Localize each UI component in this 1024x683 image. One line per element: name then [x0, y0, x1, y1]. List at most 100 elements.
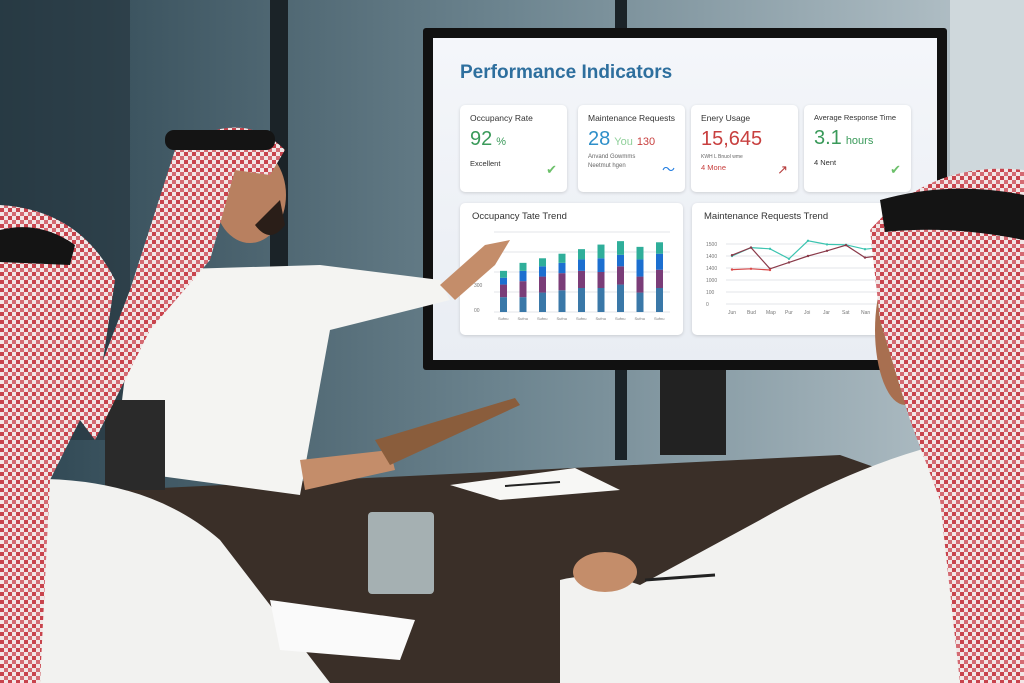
bar-chart-plot: 00300600SufnuSufnuSufnuSufnuSufnuSufnuSu… [474, 231, 670, 321]
data-point [844, 244, 848, 247]
x-tick-label: Sufnu [596, 316, 606, 321]
data-point [768, 247, 772, 250]
data-point [787, 261, 791, 264]
paperwork [368, 468, 620, 594]
bar-segment [539, 258, 546, 267]
kpi-card-response-time: Average Response Time 3.1 hours 4 Nent ✔ [804, 105, 911, 192]
check-icon: ✔ [890, 162, 901, 177]
kpi-label: Average Response Time [814, 113, 896, 122]
data-point [768, 268, 772, 272]
kpi-footer: Anvand Gowmms [588, 154, 636, 160]
bar-segment [539, 266, 546, 277]
data-point [825, 243, 829, 246]
tv-display: Performance Indicators Occupancy Rate 92… [423, 28, 947, 370]
bar-segment [617, 254, 624, 267]
y-tick-label: 100 [706, 290, 715, 296]
y-tick-label: 00 [474, 308, 480, 314]
attendee-left [0, 205, 415, 683]
kpi-value: 15,645 [701, 128, 763, 150]
x-tick-label: Jar [823, 310, 830, 316]
x-tick-label: Sufnu [557, 316, 567, 321]
data-point [749, 267, 753, 270]
bar-segment [578, 270, 585, 288]
data-point [749, 246, 753, 249]
x-tick-label: Sat [842, 310, 850, 316]
bar-segment [597, 258, 605, 272]
bar-segment [558, 290, 566, 312]
bar-segment [578, 288, 585, 312]
kpi-card-maintenance: Maintenance Requests 28 You 130 Anvand Gow… [578, 105, 685, 192]
bar-segment [558, 273, 566, 291]
y-tick-label: 1400 [706, 254, 717, 260]
data-point [806, 254, 810, 258]
occupancy-trend-chart: Occupancy Tate Trend 00300600SufnuSufnuS… [460, 203, 683, 335]
data-point [787, 257, 791, 260]
kpi-label: Occupancy Rate [470, 113, 533, 123]
kpi-value: 28 [588, 128, 611, 150]
bar-segment [617, 266, 624, 285]
bar-segment [636, 259, 644, 277]
pen [644, 573, 716, 582]
kpi-card-energy: Enery Usage 15,645 KWH L Bnuol wme 4 Mon… [691, 105, 798, 192]
kpi-footer: 4 Mone [701, 163, 727, 172]
kpi-unit: You [614, 136, 633, 148]
x-tick-label: Sufnu [518, 316, 528, 321]
bar-segment [636, 276, 644, 293]
dashboard-screen: Performance Indicators Occupancy Rate 92… [433, 38, 937, 360]
bar-segment [656, 242, 663, 254]
presenter [80, 127, 520, 495]
bar-segment [500, 270, 507, 278]
kpi-footer: 4 Nent [814, 158, 837, 167]
chart-title: Occupancy Tate Trend [472, 211, 567, 222]
clipboard [375, 398, 520, 465]
kpi-label: Enery Usage [701, 113, 751, 123]
x-tick-label: Sufnu [498, 316, 508, 321]
bar-segment [539, 276, 546, 293]
x-tick-label: Nan [861, 310, 870, 316]
bar-segment [597, 272, 605, 288]
bar-segment [519, 297, 527, 312]
check-icon: ✔ [546, 162, 557, 177]
bar-segment [578, 249, 585, 260]
x-tick-label: Map [766, 310, 776, 316]
bar-segment [656, 269, 663, 288]
chart-title: Maintenance Requests Trend [704, 211, 829, 222]
x-tick-label: Sufnu [654, 316, 664, 321]
data-point [863, 256, 867, 259]
kpi-unit: hours [845, 135, 874, 147]
bar-segment [519, 270, 527, 282]
y-tick-label: 1000 [706, 278, 717, 284]
bar-segment [578, 259, 585, 271]
kpi-footer: Excellent [470, 159, 501, 168]
water-glass [368, 512, 434, 594]
y-tick-label: 300 [474, 283, 483, 289]
bar-segment [656, 253, 663, 270]
y-tick-label: 1500 [706, 242, 717, 248]
wave-icon: 〜 [661, 162, 675, 177]
data-point [863, 248, 867, 251]
data-point [825, 249, 829, 252]
data-point [730, 254, 734, 257]
bar-segment [617, 284, 624, 312]
bar-segment [636, 246, 644, 260]
x-tick-label: Sufnu [537, 316, 547, 321]
bar-segment [500, 297, 507, 312]
x-tick-label: Pur [785, 310, 793, 316]
x-tick-label: Sufnu [615, 316, 625, 321]
y-tick-label: 0 [706, 302, 709, 308]
kpi-footer-2: Neetmut hgen [588, 163, 626, 169]
bar-segment [656, 288, 663, 312]
data-point [806, 239, 810, 242]
kpi-label: Maintenance Requests [588, 113, 675, 123]
bar-segment [500, 277, 507, 285]
dashboard-title: Performance Indicators [460, 62, 673, 83]
bar-segment [558, 262, 566, 274]
x-tick-label: Joi [804, 310, 810, 316]
bar-segment [500, 284, 507, 298]
x-tick-label: Bud [747, 310, 756, 316]
maintenance-trend-chart: Maintenance Requests Trend 0 100 1000 1400 1… [692, 203, 892, 335]
bar-segment [636, 292, 644, 312]
kpi-value: 92 [470, 128, 493, 150]
x-tick-label: Sufnu [576, 316, 586, 321]
